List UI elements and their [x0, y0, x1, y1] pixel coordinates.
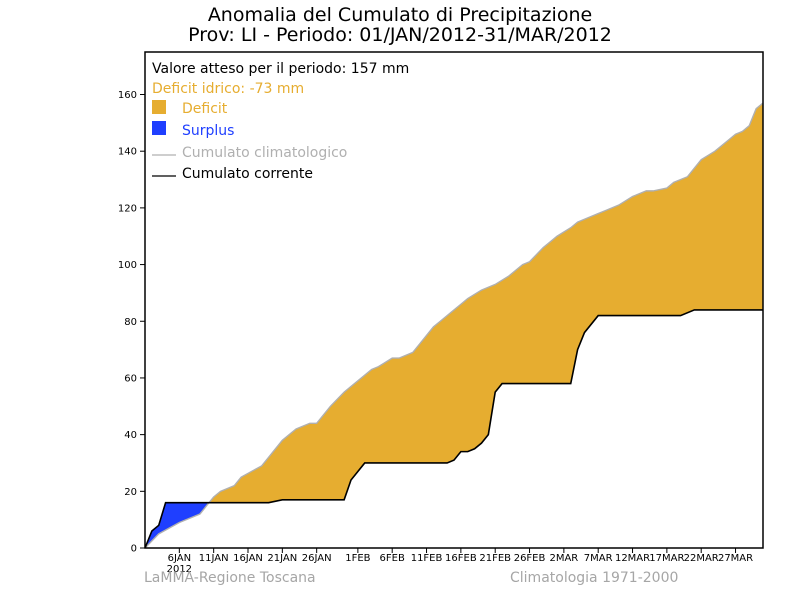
legend-deficit-value: Deficit idrico: -73 mm: [152, 81, 304, 97]
legend-clim-label: Cumulato climatologico: [182, 145, 347, 161]
deficit-area-2: [208, 103, 764, 503]
x-tick-label-22MAR: 22MAR: [684, 553, 719, 564]
y-tick-label-100: 100: [118, 260, 137, 271]
footer-credit: LaMMA-Regione Toscana: [144, 570, 316, 586]
area-layer: [145, 103, 764, 548]
x-tick-label-26JAN: 26JAN: [302, 553, 332, 564]
y-tick-label-40: 40: [124, 430, 137, 441]
x-tick-label-26FEB: 26FEB: [514, 553, 546, 564]
plot-frame: [144, 51, 764, 549]
legend: Valore atteso per il periodo: 157 mm Def…: [152, 61, 409, 182]
x-tick-label-6JAN: 6JAN: [168, 553, 191, 564]
x-tick-label-16JAN: 16JAN: [233, 553, 263, 564]
legend-deficit-label: Deficit: [182, 101, 228, 117]
line-layer: [144, 102, 764, 549]
surplus-swatch: [152, 121, 166, 135]
x-tick-label-21FEB: 21FEB: [479, 553, 511, 564]
x-tick-label-2MAR: 2MAR: [549, 553, 578, 564]
x-tick-label-17MAR: 17MAR: [649, 553, 684, 564]
legend-surplus-label: Surplus: [182, 123, 234, 139]
current-line: [144, 309, 763, 549]
y-tick-label-20: 20: [124, 487, 137, 498]
x-tick-label-11JAN: 11JAN: [199, 553, 229, 564]
footer-climatology: Climatologia 1971-2000: [510, 570, 679, 586]
x-tick-sublabel-6JAN: 2012: [167, 564, 192, 575]
x-tick-label-11FEB: 11FEB: [411, 553, 443, 564]
legend-expected-text: Valore atteso per il periodo: 157 mm: [152, 61, 409, 77]
climatological-line: [144, 102, 764, 549]
y-tick-label-140: 140: [118, 147, 137, 158]
chart-subtitle: Prov: LI - Periodo: 01/JAN/2012-31/MAR/2…: [188, 24, 612, 46]
x-tick-label-7MAR: 7MAR: [584, 553, 613, 564]
x-tick-label-16FEB: 16FEB: [445, 553, 477, 564]
y-tick-label-80: 80: [124, 317, 137, 328]
x-tick-label-6FEB: 6FEB: [380, 553, 405, 564]
x-tick-label-27MAR: 27MAR: [718, 553, 753, 564]
surplus-area-1: [145, 502, 209, 548]
y-tick-label-120: 120: [118, 203, 137, 214]
legend-curr-label: Cumulato corrente: [182, 166, 313, 182]
y-tick-label-60: 60: [124, 373, 137, 384]
x-tick-label-1FEB: 1FEB: [345, 553, 370, 564]
x-tick-label-21JAN: 21JAN: [267, 553, 297, 564]
x-tick-label-12MAR: 12MAR: [615, 553, 650, 564]
chart-title: Anomalia del Cumulato di Precipitazione: [207, 4, 593, 26]
y-tick-label-0: 0: [131, 544, 137, 555]
y-tick-label-160: 160: [118, 90, 137, 101]
deficit-swatch: [152, 100, 166, 114]
